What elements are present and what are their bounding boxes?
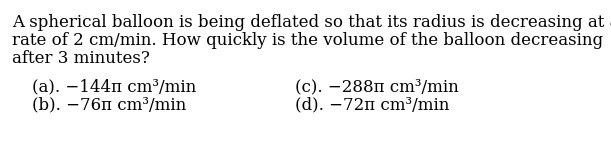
Text: (a). −144π cm³/min: (a). −144π cm³/min xyxy=(32,78,196,95)
Text: rate of 2 cm/min. How quickly is the volume of the balloon decreasing: rate of 2 cm/min. How quickly is the vol… xyxy=(12,32,603,49)
Text: after 3 minutes?: after 3 minutes? xyxy=(12,50,150,67)
Text: (d). −72π cm³/min: (d). −72π cm³/min xyxy=(295,96,449,113)
Text: (c). −288π cm³/min: (c). −288π cm³/min xyxy=(295,78,459,95)
Text: (b). −76π cm³/min: (b). −76π cm³/min xyxy=(32,96,186,113)
Text: A spherical balloon is being deflated so that its radius is decreasing at a: A spherical balloon is being deflated so… xyxy=(12,14,611,31)
